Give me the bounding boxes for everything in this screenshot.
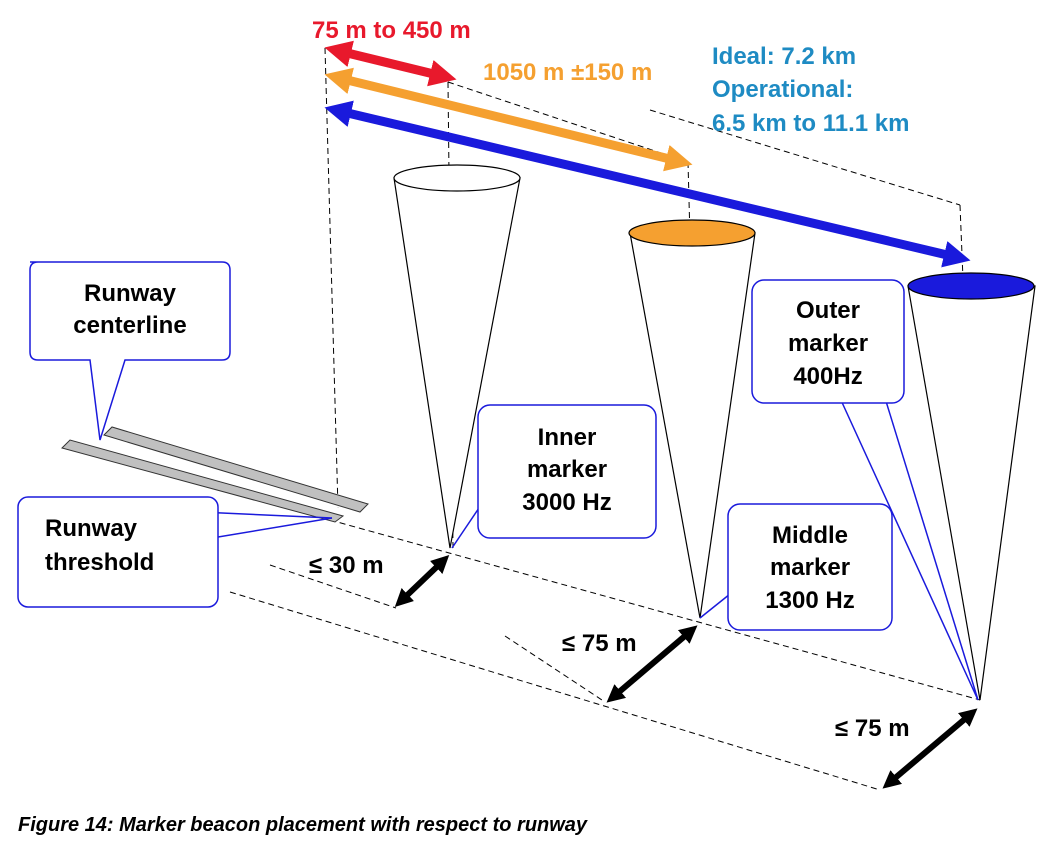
callout-inner-line3: 3000 Hz — [522, 489, 611, 516]
callout-centerline-line1: Runway — [84, 280, 177, 307]
callout-inner-marker: Inner marker 3000 Hz — [477, 404, 657, 539]
callout-middle-line3: 1300 Hz — [765, 587, 854, 614]
middle-distance-label: 1050 m ±150 m — [483, 59, 652, 86]
figure-caption: Figure 14: Marker beacon placement with … — [18, 814, 588, 836]
callout-centerline-line2: centerline — [73, 312, 186, 339]
outer-offset-label: ≤ 75 m — [835, 715, 910, 742]
callout-runway-threshold: Runway threshold — [17, 496, 219, 608]
middle-offset-label: ≤ 75 m — [562, 630, 637, 657]
inner-distance-label: 75 m to 450 m — [312, 17, 471, 44]
inner-marker-cone-top — [393, 164, 521, 192]
middle-offset-arrow — [606, 625, 698, 703]
callout-threshold-line2: threshold — [45, 549, 154, 576]
callout-outer-line2: marker — [788, 330, 868, 357]
callout-inner-line2: marker — [527, 456, 607, 483]
outer-distance-line3: 6.5 km to 11.1 km — [712, 110, 909, 137]
outer-distance-line2: Operational: — [712, 76, 853, 103]
outer-marker-cone-top — [907, 272, 1035, 300]
callout-outer-marker: Outer marker 400Hz — [751, 279, 905, 404]
callout-runway-centerline: Runway centerline — [29, 261, 231, 441]
outer-distance-arrow — [324, 100, 971, 268]
callout-outer-line1: Outer — [796, 297, 860, 324]
callout-middle-marker: Middle marker 1300 Hz — [727, 503, 893, 631]
inner-offset-label: ≤ 30 m — [309, 552, 384, 579]
callout-inner-line1: Inner — [538, 424, 597, 451]
inner-marker-cone — [393, 164, 521, 549]
middle-marker-cone — [628, 219, 756, 619]
outer-offset-arrow — [882, 708, 978, 789]
callout-threshold-line1: Runway — [45, 515, 138, 542]
callout-middle-line2: marker — [770, 554, 850, 581]
runway — [61, 426, 369, 523]
callout-pointers — [199, 397, 979, 701]
outer-marker-cone — [907, 272, 1036, 701]
middle-marker-cone-top — [628, 219, 756, 247]
outer-distance-line1: Ideal: 7.2 km — [712, 43, 856, 70]
callout-outer-line3: 400Hz — [793, 363, 862, 390]
callout-middle-line1: Middle — [772, 522, 848, 549]
inner-distance-arrow — [324, 40, 457, 87]
inner-offset-arrow — [394, 555, 450, 607]
